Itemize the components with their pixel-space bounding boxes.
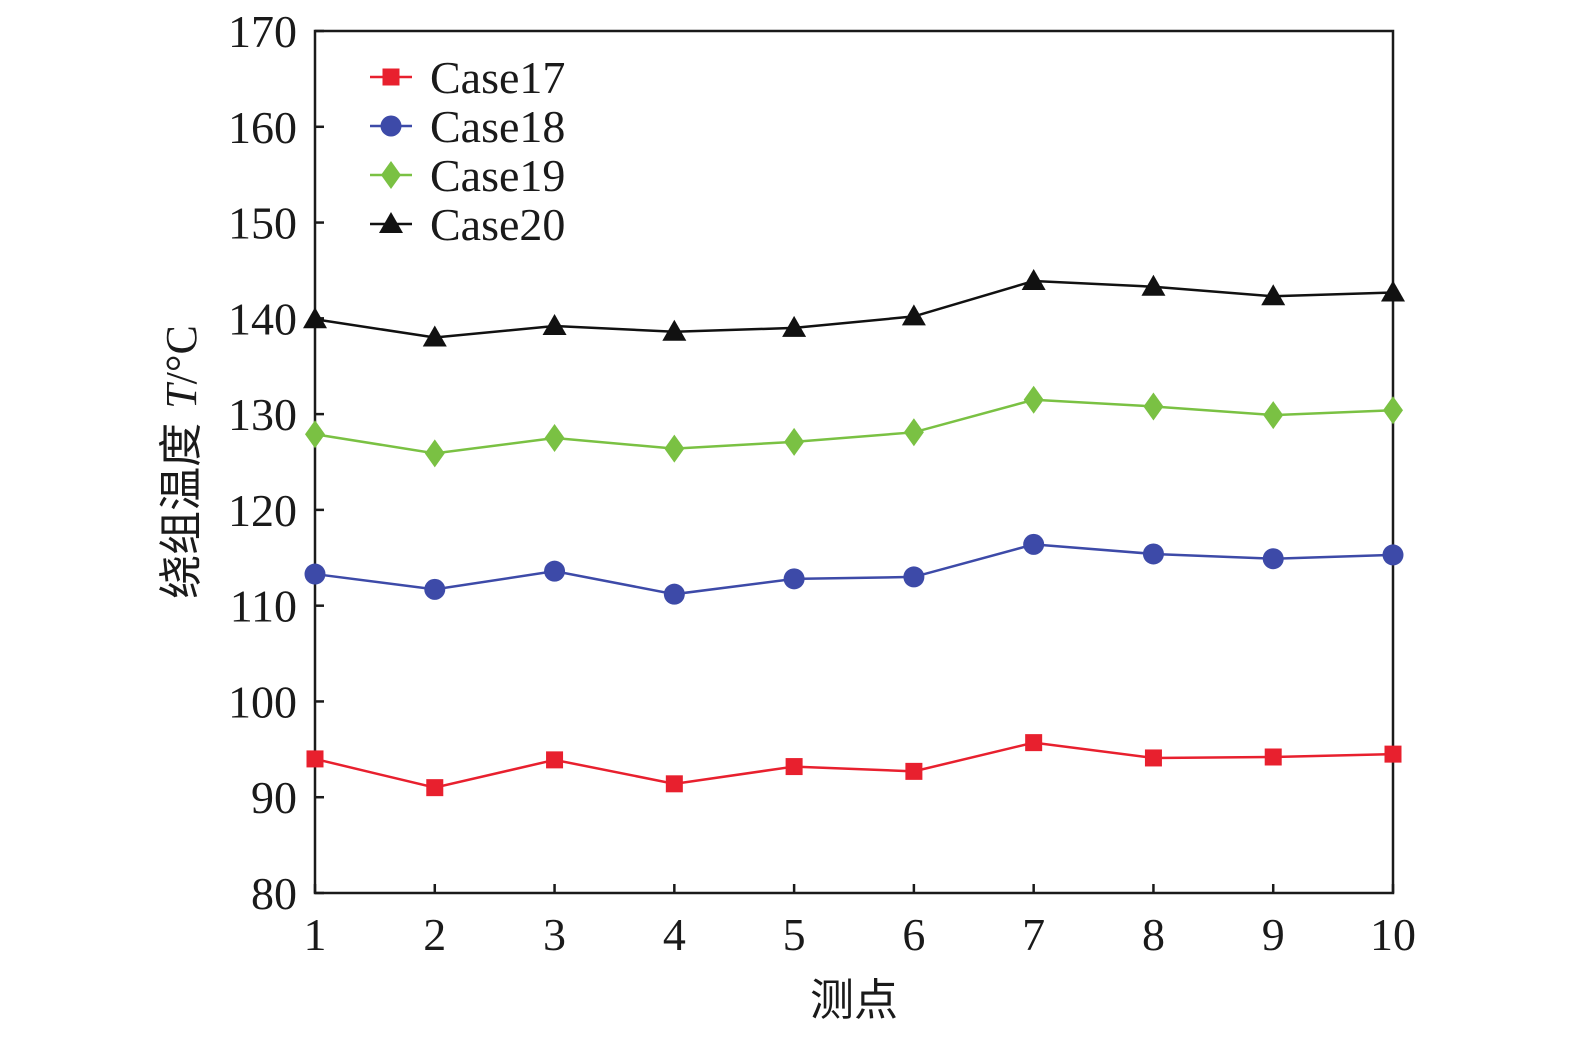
y-tick-label: 130 <box>228 389 297 440</box>
legend-label: Case18 <box>430 101 565 152</box>
data-point <box>546 751 564 769</box>
data-point <box>1383 396 1403 425</box>
data-point <box>426 779 444 797</box>
data-point <box>1264 748 1282 766</box>
data-point <box>665 775 683 793</box>
series-line <box>314 543 1394 596</box>
x-tick-label: 5 <box>783 909 806 960</box>
data-point <box>1261 284 1286 306</box>
legend-item: Case18 <box>370 101 565 152</box>
data-point <box>1382 544 1404 566</box>
x-tick-label: 7 <box>1022 909 1045 960</box>
data-point <box>1141 274 1166 296</box>
data-point <box>1142 543 1164 565</box>
data-point <box>905 762 923 780</box>
data-point <box>1023 533 1045 555</box>
plot-frame <box>313 29 1395 895</box>
series-case19 <box>305 385 1403 468</box>
legend-marker-icon <box>381 161 401 189</box>
data-point <box>783 568 805 590</box>
data-point <box>901 304 926 326</box>
y-tick-label: 90 <box>251 772 297 823</box>
data-point <box>1021 268 1046 290</box>
series-line <box>314 741 1394 789</box>
data-point <box>544 424 565 453</box>
y-axis-title-unit: /°C <box>157 325 206 384</box>
series-line <box>314 398 1394 455</box>
x-tick-label: 1 <box>304 909 327 960</box>
data-point <box>903 566 925 588</box>
data-point <box>1381 280 1405 302</box>
x-tick-label: 10 <box>1370 909 1416 960</box>
legend-label: Case17 <box>430 52 565 103</box>
y-tick-label: 100 <box>228 676 297 727</box>
x-tick-label: 9 <box>1262 909 1285 960</box>
legend-marker-icon <box>382 68 400 86</box>
data-point <box>1384 745 1402 763</box>
data-point <box>664 434 685 463</box>
data-point <box>542 313 567 335</box>
data-point <box>1263 401 1284 430</box>
legend-label: Case19 <box>430 150 565 201</box>
y-axis-title: 绕组温度 T/°C <box>156 325 207 599</box>
y-tick-label: 170 <box>228 6 297 57</box>
data-point <box>1262 548 1284 570</box>
y-tick-label: 140 <box>228 293 297 344</box>
y-axis-title-text: 绕组温度 <box>156 409 207 599</box>
data-point <box>306 750 324 768</box>
legend-item: Case20 <box>370 199 565 250</box>
plot-area <box>313 29 1395 895</box>
data-point <box>903 418 924 447</box>
series-case17 <box>306 734 1402 797</box>
y-tick-label: 80 <box>251 868 297 919</box>
data-point <box>785 758 803 776</box>
x-tick-label: 2 <box>423 909 446 960</box>
data-point <box>304 563 326 585</box>
data-point <box>544 560 566 582</box>
legend-marker-icon <box>379 212 403 233</box>
data-point <box>422 325 447 347</box>
data-point <box>305 420 325 449</box>
x-tick-label: 6 <box>902 909 925 960</box>
y-tick-label: 110 <box>230 581 297 632</box>
data-point <box>424 578 446 600</box>
series-line <box>314 279 1394 339</box>
legend-label: Case20 <box>430 199 565 250</box>
data-point <box>1143 392 1164 421</box>
series-case18 <box>304 533 1404 605</box>
series-group <box>303 268 1405 797</box>
y-tick-label: 150 <box>228 198 297 249</box>
y-axis: 80 90 100 110 120 130 140 150 160 170 <box>228 6 324 919</box>
x-tick-label: 3 <box>543 909 566 960</box>
y-tick-label: 160 <box>228 102 297 153</box>
x-tick-label: 8 <box>1142 909 1165 960</box>
y-tick-label: 120 <box>228 485 297 536</box>
legend-item: Case19 <box>370 150 565 201</box>
data-point <box>1023 385 1044 414</box>
data-point <box>662 319 687 341</box>
data-point <box>663 583 685 605</box>
legend-item: Case17 <box>370 52 565 103</box>
data-point <box>1144 749 1162 767</box>
data-point <box>1025 734 1043 752</box>
x-axis: 1 2 3 4 5 6 7 8 9 10 <box>304 884 1416 960</box>
y-axis-title-var: T <box>157 381 206 409</box>
data-point <box>303 307 327 329</box>
x-axis-title: 测点 <box>810 975 898 1026</box>
data-point <box>424 439 445 468</box>
x-tick-label: 4 <box>663 909 686 960</box>
data-point <box>784 427 805 456</box>
series-case20 <box>303 268 1405 347</box>
data-point <box>782 315 807 337</box>
legend-marker-icon <box>380 115 402 137</box>
